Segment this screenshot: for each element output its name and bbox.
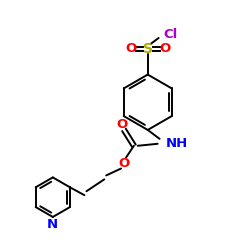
Text: S: S xyxy=(143,42,153,56)
Text: N: N xyxy=(47,218,58,231)
Text: Cl: Cl xyxy=(164,28,178,40)
Text: O: O xyxy=(116,118,128,132)
Text: NH: NH xyxy=(166,137,188,150)
Text: O: O xyxy=(125,42,136,55)
Text: O: O xyxy=(159,42,170,55)
Text: O: O xyxy=(118,157,130,170)
